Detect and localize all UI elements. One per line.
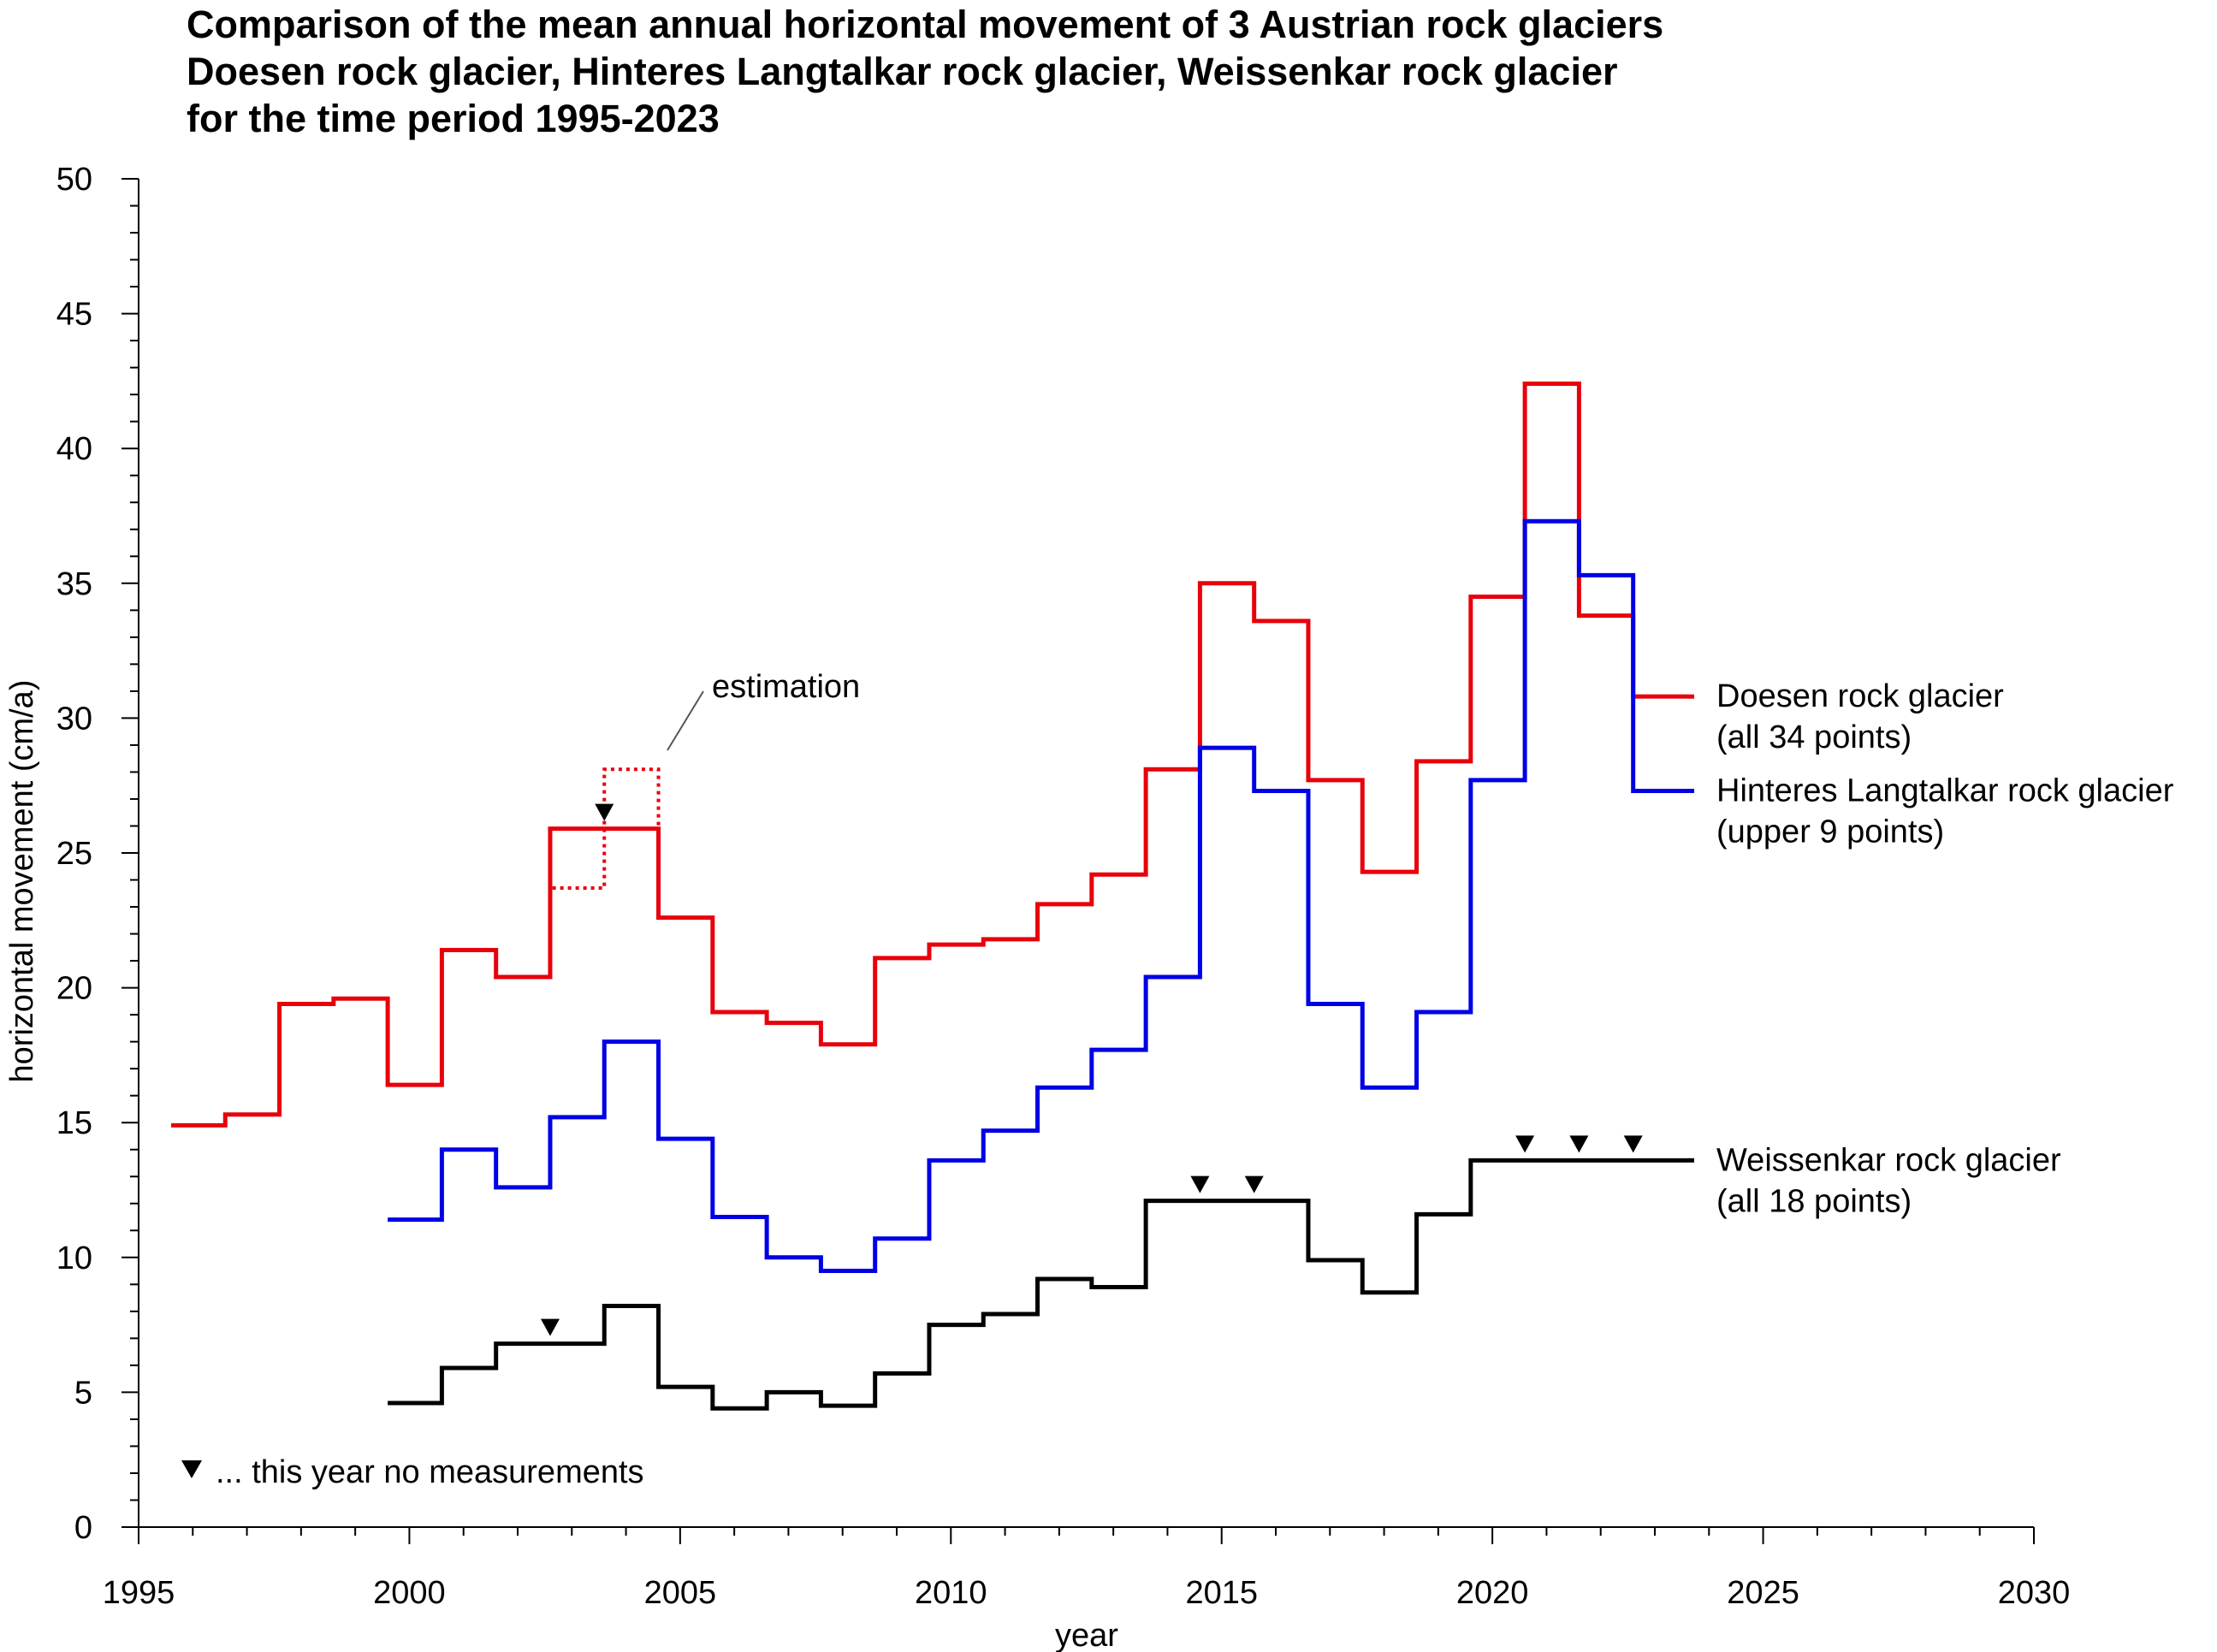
y-tick-label: 15 xyxy=(56,1105,92,1141)
series-line-doesen-estimation xyxy=(548,767,661,890)
x-tick-label: 2015 xyxy=(1185,1575,1258,1611)
y-tick-label: 45 xyxy=(56,297,92,333)
series-layer xyxy=(170,382,1687,1411)
no-measurement-marker-weissenkar xyxy=(1244,1175,1264,1193)
chart-title-line-3: for the time period 1995-2023 xyxy=(187,97,720,140)
x-tick-label: 2030 xyxy=(1998,1575,2071,1611)
no-measurement-marker-weissenkar xyxy=(1190,1175,1210,1193)
x-tick-label: 2025 xyxy=(1727,1575,1799,1611)
x-tick-label: 2010 xyxy=(915,1575,987,1611)
y-axis-label: horizontal movement (cm/a) xyxy=(4,680,40,1083)
chart-title: Comparison of the mean annual horizontal… xyxy=(187,3,1663,140)
y-tick-label: 25 xyxy=(56,836,92,872)
no-measurement-marker-weissenkar xyxy=(1623,1135,1643,1153)
legend-sublabel-doesen: (all 34 points) xyxy=(1716,719,1912,755)
estimation-leader-line xyxy=(667,690,704,751)
no-measurement-note: ... this year no measurements xyxy=(181,1454,644,1490)
x-tick-label: 2000 xyxy=(373,1575,446,1611)
chart-title-line-1: Comparison of the mean annual horizontal… xyxy=(187,3,1663,46)
legend-label-hinteres-langtalkar: Hinteres Langtalkar rock glacier xyxy=(1716,773,2174,809)
legend: Doesen rock glacier (all 34 points) Hinter… xyxy=(1686,678,2174,1219)
legend-sublabel-hinteres-langtalkar: (upper 9 points) xyxy=(1716,814,1944,850)
y-tick-label: 30 xyxy=(56,701,92,737)
legend-sublabel-weissenkar: (all 18 points) xyxy=(1716,1183,1912,1219)
y-tick-label: 20 xyxy=(56,971,92,1007)
legend-label-weissenkar: Weissenkar rock glacier xyxy=(1716,1142,2061,1178)
y-tick-label: 50 xyxy=(56,162,92,198)
no-measurement-note-text: ... this year no measurements xyxy=(216,1454,644,1490)
no-measurement-marker-weissenkar xyxy=(1515,1135,1535,1153)
no-measurement-triangle-icon xyxy=(181,1460,202,1478)
series-line-hinteres-langtalkar xyxy=(388,518,1687,1274)
no-measurement-marker-doesen xyxy=(595,803,614,821)
no-measurement-markers xyxy=(540,803,1643,1336)
x-axis-label: year xyxy=(1055,1618,1118,1652)
y-tick-label: 5 xyxy=(74,1375,92,1411)
x-tick-label: 2020 xyxy=(1456,1575,1529,1611)
x-tick-label: 1995 xyxy=(103,1575,175,1611)
axes xyxy=(138,179,2034,1528)
y-tick-label: 0 xyxy=(74,1510,92,1546)
estimation-label: estimation xyxy=(712,669,860,705)
estimation-annotation: estimation xyxy=(667,669,860,751)
series-line-weissenkar xyxy=(388,1158,1687,1411)
y-tick-label: 35 xyxy=(56,566,92,602)
x-tick-label: 2005 xyxy=(644,1575,717,1611)
no-measurement-marker-weissenkar xyxy=(1569,1135,1589,1153)
series-line-doesen xyxy=(170,382,1687,1128)
chart-title-line-2: Doesen rock glacier, Hinteres Langtalkar… xyxy=(187,50,1618,93)
no-measurement-marker-weissenkar xyxy=(540,1318,560,1336)
y-tick-label: 10 xyxy=(56,1240,92,1276)
y-tick-label: 40 xyxy=(56,431,92,467)
legend-label-doesen: Doesen rock glacier xyxy=(1716,678,2004,714)
